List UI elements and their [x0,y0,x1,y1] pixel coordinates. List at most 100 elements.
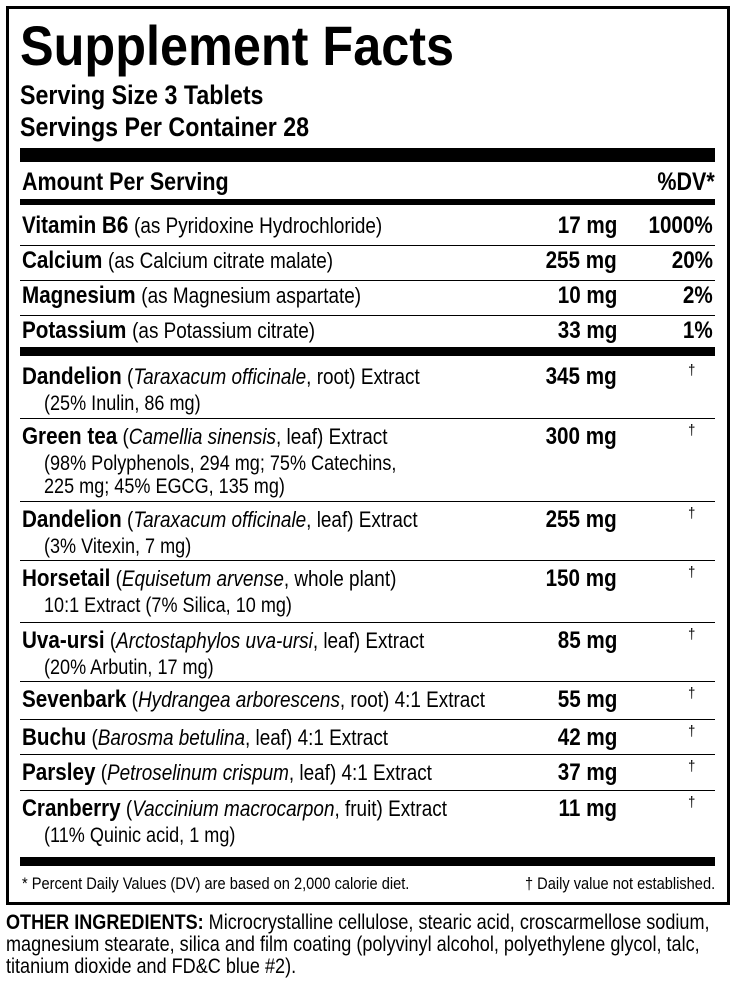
detail: , root) Extract [306,364,420,389]
amount: 150 mg [545,565,617,592]
ingredient-name: Dandelion (Taraxacum officinale, root) E… [22,365,420,389]
other-ingredients: OTHER INGREDIENTS: Microcrystalline cell… [6,912,728,978]
rule [20,790,715,791]
name: Calcium [22,247,103,274]
amount: 55 mg [557,686,617,713]
name: Dandelion [22,506,122,533]
dv: † [687,758,695,775]
detail: (as Calcium citrate malate) [108,248,334,273]
dv: † [687,685,695,702]
nutrient-name: Vitamin B6 (as Pyridoxine Hydrochloride) [22,214,382,238]
ingredient-name: Cranberry (Vaccinium macrocarpon, fruit)… [22,797,447,821]
detail: Barosma betulina [97,725,246,750]
rule [20,560,715,561]
name: Vitamin B6 [22,212,129,239]
footnote: * Percent Daily Values (DV) are based on… [22,874,410,893]
detail: ( [117,424,129,449]
name: Parsley [22,759,96,786]
name: Green tea [22,423,118,450]
dv: † [687,723,695,740]
nutrient-name: Magnesium (as Magnesium aspartate) [22,284,361,308]
detail: Camellia sinensis [128,424,277,449]
detail: (as Potassium citrate) [132,318,316,343]
servings-per-container: Servings Per Container 28 [20,112,310,142]
detail: , leaf) 4:1 Extract [245,725,389,750]
amount: 255 mg [545,247,617,274]
amount: 11 mg [558,795,617,822]
detail-line: (3% Vitexin, 7 mg) [44,535,192,558]
title: Supplement Facts [20,14,455,77]
footnote: † Daily value not established. [524,874,715,893]
other-label: OTHER INGREDIENTS: [6,911,204,934]
dv: 20% [671,247,713,274]
nutrient-name: Potassium (as Potassium citrate) [22,319,315,343]
amount: 33 mg [557,317,617,344]
rule [20,148,715,162]
dv: † [687,626,695,643]
ingredient-name: Parsley (Petroselinum crispum, leaf) 4:1… [22,761,432,785]
dv-label: %DV* [657,168,715,196]
detail: Vaccinium macrocarpon [132,796,335,821]
detail: ( [126,687,138,712]
ingredient-name: Dandelion (Taraxacum officinale, leaf) E… [22,508,418,532]
facts-panel [6,6,730,905]
detail: (as Pyridoxine Hydrochloride) [134,213,383,238]
rule [20,347,715,356]
amount: 300 mg [545,423,617,450]
name: Buchu [22,724,87,751]
name: Dandelion [22,363,122,390]
rule [20,418,715,419]
detail: Taraxacum officinale [133,364,307,389]
detail: , root) 4:1 Extract [339,687,486,712]
dv: 1% [683,317,713,344]
detail-line: (11% Quinic acid, 1 mg) [44,824,236,847]
dv: † [687,505,695,522]
detail: Taraxacum officinale [133,507,307,532]
detail: , leaf) Extract [312,628,425,653]
ingredient-name: Sevenbark (Hydrangea arborescens, root) … [22,688,485,712]
detail: ( [110,566,122,591]
rule [20,754,715,755]
name: Cranberry [22,795,121,822]
dv: 2% [683,282,713,309]
detail-line: 10:1 Extract (7% Silica, 10 mg) [44,594,292,617]
detail: , whole plant) [283,566,397,591]
name: Potassium [22,317,127,344]
detail: ( [95,760,108,785]
nutrient-name: Calcium (as Calcium citrate malate) [22,249,333,273]
amount: 345 mg [545,363,617,390]
detail: , fruit) Extract [334,796,447,821]
detail: ( [121,507,134,532]
rule [20,857,715,866]
detail: (as Magnesium aspartate) [141,283,362,308]
other-text: Microcrystalline cellulose, stearic acid… [6,911,710,978]
detail-line: (25% Inulin, 86 mg) [44,392,201,415]
rule [20,315,715,316]
amount: 255 mg [545,506,617,533]
detail: ( [104,628,117,653]
dv: † [687,564,695,581]
detail: ( [120,796,133,821]
amount: 37 mg [557,759,617,786]
dv: † [687,794,695,811]
amount: 10 mg [557,282,617,309]
ingredient-name: Buchu (Barosma betulina, leaf) 4:1 Extra… [22,726,388,750]
name: Uva-ursi [22,627,105,654]
ingredient-name: Uva-ursi (Arctostaphylos uva-ursi, leaf)… [22,629,424,653]
name: Sevenbark [22,686,127,713]
amount: 85 mg [557,627,617,654]
dv: † [687,362,695,379]
detail: Petroselinum crispum [107,760,289,785]
amount-label: Amount Per Serving [22,168,229,196]
serving-size: Serving Size 3 Tablets [20,80,264,110]
rule [20,622,715,623]
rule [20,501,715,502]
detail: Equisetum arvense [121,566,284,591]
detail: Hydrangea arborescens [137,687,340,712]
detail: ( [121,364,134,389]
detail: , leaf) Extract [276,424,388,449]
name: Horsetail [22,565,111,592]
detail: , leaf) 4:1 Extract [288,760,432,785]
detail: ( [86,725,98,750]
